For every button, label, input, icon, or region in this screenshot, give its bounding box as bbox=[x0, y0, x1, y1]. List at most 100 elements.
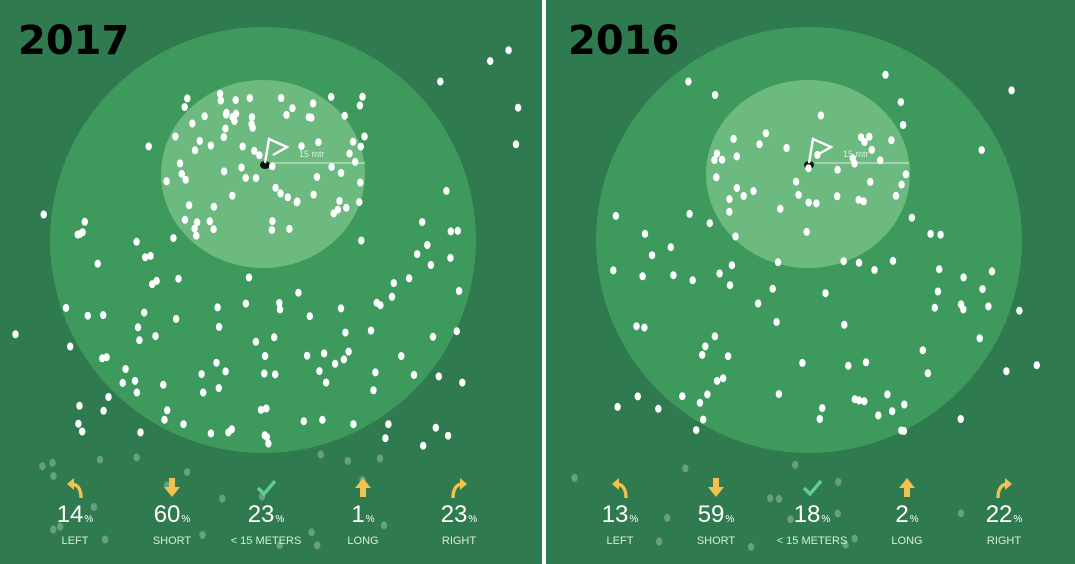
shot-point bbox=[816, 415, 823, 423]
shot-point bbox=[733, 184, 741, 192]
stats-bar: 14% LEFT 60% SHORT 23% < 15 METERS 1% LONG 23% RI… bbox=[0, 474, 542, 564]
shot-point bbox=[612, 211, 620, 220]
shot-point bbox=[655, 404, 662, 413]
shot-point bbox=[822, 289, 829, 298]
arrow-curve-right-icon bbox=[404, 476, 514, 502]
shot-point bbox=[799, 358, 806, 367]
shot-point bbox=[689, 276, 696, 285]
stat-short: 60% SHORT bbox=[117, 474, 227, 547]
shot-point bbox=[711, 91, 719, 99]
shot-point bbox=[322, 378, 330, 387]
shot-point bbox=[283, 110, 290, 119]
shot-point bbox=[814, 150, 821, 159]
shot-point bbox=[373, 298, 380, 307]
shot-point bbox=[898, 426, 905, 435]
stat-label: LONG bbox=[891, 535, 923, 547]
shot-point bbox=[897, 98, 905, 107]
shot-point bbox=[40, 210, 47, 219]
shot-point bbox=[268, 226, 276, 234]
shot-point bbox=[246, 94, 253, 103]
shot-point bbox=[12, 330, 19, 339]
shot-point bbox=[936, 265, 943, 274]
shot-point bbox=[357, 142, 364, 151]
shot-point bbox=[172, 132, 179, 141]
shot-point bbox=[314, 541, 321, 550]
shot-point bbox=[919, 346, 926, 355]
shot-point bbox=[889, 407, 896, 416]
shot-point bbox=[76, 401, 83, 410]
stat-value: 60% bbox=[117, 502, 227, 533]
stat-long: 1% LONG bbox=[308, 474, 418, 547]
shot-point bbox=[700, 415, 707, 424]
shot-point bbox=[410, 370, 418, 379]
shot-point bbox=[767, 494, 774, 503]
shot-point bbox=[101, 535, 109, 544]
shot-point bbox=[343, 203, 350, 212]
flag-icon bbox=[263, 137, 290, 164]
shot-point bbox=[252, 337, 260, 346]
stat-short: 59% SHORT bbox=[661, 474, 771, 547]
shot-point bbox=[136, 336, 143, 345]
stat-label: SHORT bbox=[696, 535, 736, 547]
flag-icon bbox=[807, 137, 834, 164]
stat-label: < 15 METERS bbox=[776, 535, 848, 547]
shot-point bbox=[269, 162, 276, 171]
shot-point bbox=[105, 393, 112, 401]
stat-value: 2% bbox=[852, 502, 962, 533]
shot-point bbox=[242, 173, 249, 182]
shot-point bbox=[289, 104, 296, 113]
shot-point bbox=[182, 175, 189, 184]
shot-point bbox=[315, 138, 322, 147]
shot-point bbox=[639, 272, 646, 281]
shot-point bbox=[189, 119, 196, 128]
shot-point bbox=[505, 46, 512, 55]
shot-point bbox=[256, 151, 263, 160]
shot-point bbox=[866, 132, 873, 141]
stat-label: SHORT bbox=[152, 535, 192, 547]
shot-point bbox=[367, 326, 375, 335]
shot-point bbox=[196, 137, 203, 145]
shot-point bbox=[152, 332, 159, 341]
shot-point bbox=[670, 271, 677, 280]
shot-point bbox=[328, 92, 335, 101]
shot-point bbox=[263, 404, 270, 413]
shot-point bbox=[747, 542, 755, 551]
shot-point bbox=[679, 392, 686, 401]
shot-point bbox=[380, 521, 388, 530]
stat-unit: % bbox=[365, 514, 375, 525]
shot-point bbox=[277, 94, 285, 102]
shot-point bbox=[229, 113, 236, 121]
shot-point bbox=[272, 370, 279, 379]
shot-point bbox=[170, 234, 177, 243]
shot-point bbox=[1016, 306, 1023, 315]
shot-point bbox=[718, 155, 726, 164]
shot-point bbox=[934, 287, 942, 296]
stat-value: 1% bbox=[308, 502, 418, 533]
shot-point bbox=[901, 400, 908, 409]
shot-point bbox=[62, 303, 70, 312]
shot-point bbox=[133, 388, 141, 397]
stat-unit: % bbox=[1013, 514, 1023, 525]
shot-point bbox=[220, 133, 227, 142]
shot-point bbox=[306, 312, 313, 321]
shot-point bbox=[207, 429, 215, 438]
arrow-curve-left-icon bbox=[565, 476, 675, 502]
shot-point bbox=[175, 274, 182, 283]
shot-point bbox=[834, 192, 841, 201]
shot-point bbox=[133, 237, 140, 246]
shot-point bbox=[805, 164, 812, 173]
stat-left: 13% LEFT bbox=[565, 474, 675, 547]
shot-point bbox=[164, 406, 171, 415]
shot-point bbox=[356, 198, 363, 207]
shot-point bbox=[957, 415, 964, 423]
shot-point bbox=[147, 251, 154, 260]
stat-value: 13% bbox=[565, 502, 675, 533]
shot-point bbox=[185, 201, 193, 210]
shot-point bbox=[726, 195, 733, 204]
shot-point bbox=[819, 404, 826, 413]
shot-point bbox=[871, 266, 878, 274]
shot-point bbox=[877, 156, 884, 165]
shot-point bbox=[860, 197, 867, 206]
shot-point bbox=[180, 420, 187, 429]
shot-point bbox=[316, 367, 323, 376]
